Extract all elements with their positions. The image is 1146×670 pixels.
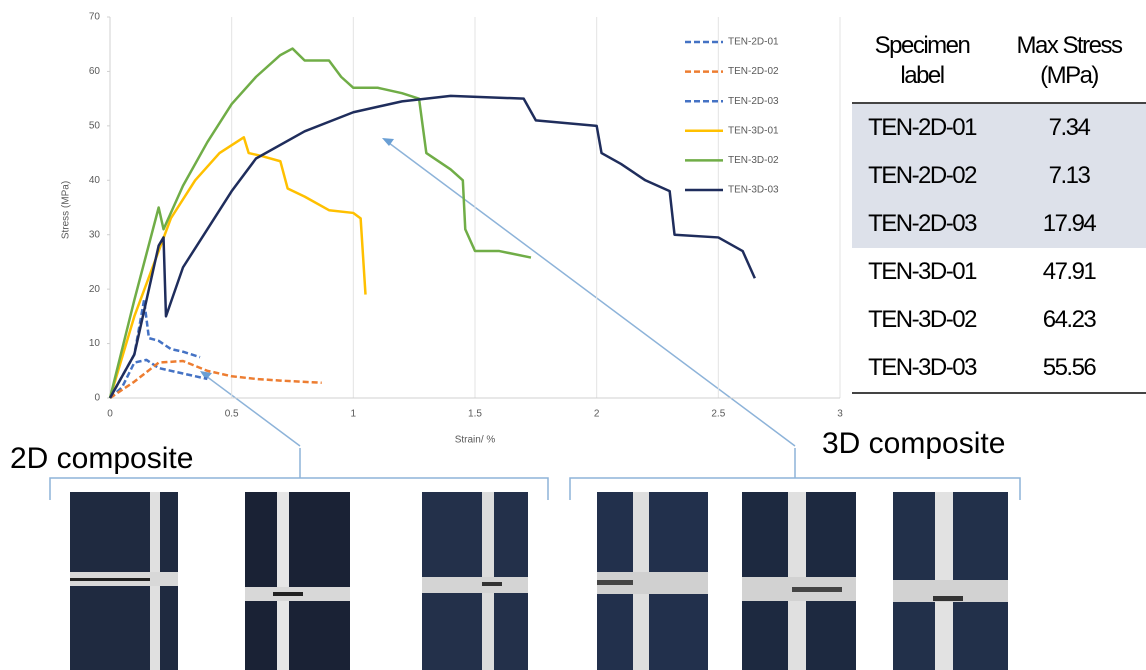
photos [70,492,1008,670]
table-cell: 55.56 [992,344,1146,393]
y-tick-label: 50 [89,120,101,131]
y-tick-label: 70 [89,12,101,23]
y-tick-label: 40 [89,175,101,186]
figure: Strain/ % Stress (MPa) 2D composite 3D c… [0,0,1146,670]
table-cell: TEN-2D-03 [852,200,992,248]
annotation: 3D composite [822,427,1005,460]
series-line [110,361,322,398]
y-tick-label: 20 [89,284,101,295]
table-cell: 47.91 [992,248,1146,296]
x-tick-label: 2 [594,409,600,420]
series-line [110,49,531,398]
x-axis-label: Strain/ % [455,435,496,446]
table-cell: 7.34 [992,103,1146,152]
legend-label: TEN-3D-01 [728,125,779,136]
y-tick-label: 30 [89,229,101,240]
series-line [110,137,366,398]
x-tick-label: 1.5 [468,409,482,420]
legend-label: TEN-3D-02 [728,155,779,166]
x-tick-label: 1 [351,409,357,420]
table-header: Specimen label [852,20,992,103]
legend-label: TEN-2D-01 [728,37,779,48]
annotation: 2D composite [10,442,193,475]
table-header: Max Stress (MPa) [992,20,1146,103]
table-cell: TEN-2D-01 [852,103,992,152]
x-tick-label: 3 [837,409,843,420]
legend-label: TEN-2D-02 [728,66,779,77]
x-tick-label: 0.5 [225,409,239,420]
x-tick-label: 2.5 [711,409,725,420]
table-cell: TEN-2D-02 [852,152,992,200]
table-cell: TEN-3D-02 [852,296,992,344]
y-tick-label: 10 [89,338,101,349]
y-axis-label: Stress (MPa) [61,181,72,239]
table-cell: TEN-3D-03 [852,344,992,393]
arrowheads [200,138,394,380]
table-cell: 7.13 [992,152,1146,200]
table-cell: 17.94 [992,200,1146,248]
y-tick-label: 60 [89,66,101,77]
table-cell: TEN-3D-01 [852,248,992,296]
legend-label: TEN-2D-03 [728,96,779,107]
x-tick-label: 0 [107,409,113,420]
table-cell: 64.23 [992,296,1146,344]
legend-label: TEN-3D-03 [728,185,779,196]
y-tick-label: 0 [94,393,100,404]
